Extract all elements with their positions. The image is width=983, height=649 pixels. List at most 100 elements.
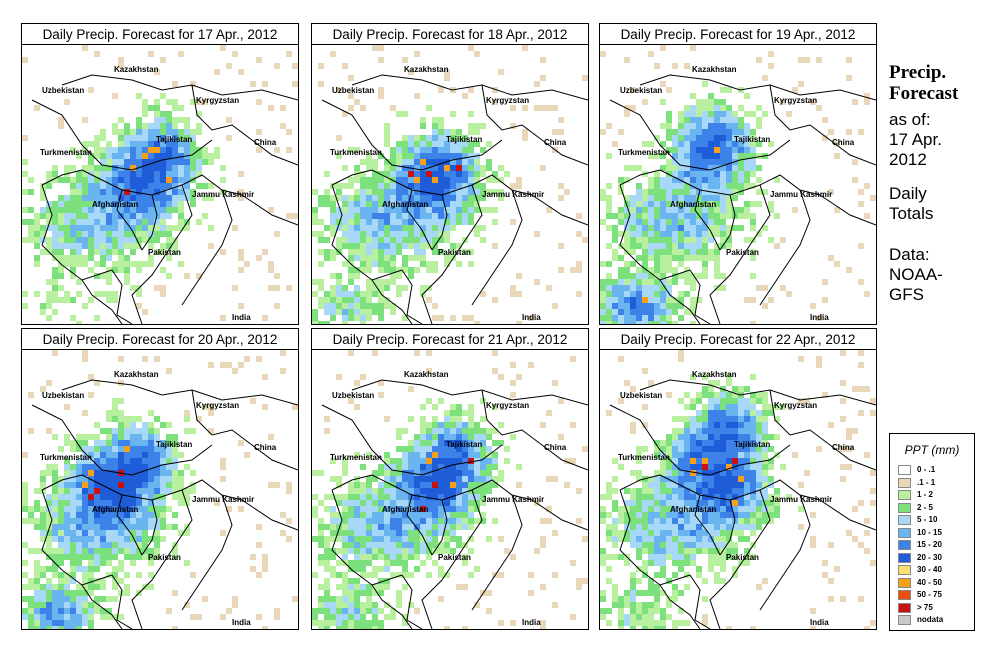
precip-cell [738,153,744,159]
precip-cell [624,231,630,237]
precip-cell [828,129,834,135]
precip-cell [756,141,762,147]
precip-cell [112,482,118,488]
precip-cell [822,572,828,578]
precip-cell [238,267,244,273]
precip-cell [738,452,744,458]
precip-cell [852,386,858,392]
precip-cell [654,291,660,297]
precip-cell [750,153,756,159]
precip-cell [390,548,396,554]
precip-cell [570,560,576,566]
precip-cell [82,500,88,506]
precip-cell [112,231,118,237]
precip-cell [378,548,384,554]
precip-cell [318,303,324,309]
precip-cell [414,350,420,356]
precip-cell [94,422,100,428]
precip-cell [52,512,58,518]
precip-cell [348,524,354,530]
precip-cell [348,255,354,261]
precip-cell [516,177,522,183]
precip-cell [756,392,762,398]
precip-cell [666,536,672,542]
precip-cell [756,177,762,183]
precip-cell [606,153,612,159]
precip-cell [28,626,34,629]
precip-cell [64,494,70,500]
precip-cell [654,524,660,530]
precip-cell [208,410,214,416]
precip-cell [690,255,696,261]
precip-cell [136,123,142,129]
precip-cell [420,512,426,518]
precip-cell [142,458,148,464]
boundary-line [61,379,298,406]
precip-cell [624,297,630,303]
precip-cell [64,464,70,470]
precip-cell [378,261,384,267]
precip-cell [612,524,618,530]
precip-cell [468,249,474,255]
place-label: Jammu Kashmir [770,495,832,504]
precip-cell [354,548,360,554]
precip-cell [756,482,762,488]
precip-cell [438,147,444,153]
precip-cell [498,177,504,183]
precip-cell [154,183,160,189]
precip-cell [720,542,726,548]
precip-cell [414,506,420,512]
precip-cell [58,213,64,219]
precip-cell [654,512,660,518]
precip-cell [342,201,348,207]
precip-cell [720,165,726,171]
precip-cell [324,171,330,177]
precip-cell [378,183,384,189]
precip-cell [76,554,82,560]
precip-cell [648,614,654,620]
precip-cell [100,530,106,536]
precip-cell [720,554,726,560]
precip-cell [696,171,702,177]
precip-cell [148,183,154,189]
precip-cell [624,590,630,596]
precip-cell [342,596,348,602]
precip-cell [600,315,606,321]
precip-cell [654,135,660,141]
precip-cell [774,243,780,249]
precip-cell [432,434,438,440]
precip-cell [220,464,226,470]
precip-cell [64,177,70,183]
precip-cell [330,566,336,572]
precip-cell [660,237,666,243]
precip-cell [390,500,396,506]
precip-cell [82,452,88,458]
precip-cell [76,500,82,506]
precip-cell [744,452,750,458]
precip-cell [762,422,768,428]
precip-cell [636,506,642,512]
precip-cell [462,93,468,99]
precip-cell [88,554,94,560]
precip-cell [34,548,40,554]
precip-cell [798,57,804,63]
precip-cell [354,590,360,596]
precip-cell [318,195,324,201]
precip-cell [88,446,94,452]
legend-item: 15 - 20 [898,539,974,551]
precip-cell [618,207,624,213]
precip-cell [636,189,642,195]
precip-cell [756,416,762,422]
precip-cell [378,488,384,494]
precip-cell [106,440,112,446]
precip-cell [714,554,720,560]
precip-cell [142,554,148,560]
precip-cell [756,500,762,506]
precip-cell [732,422,738,428]
precip-cell [450,213,456,219]
precip-cell [360,183,366,189]
precip-cell [106,183,112,189]
precip-cell [660,494,666,500]
precip-cell [136,135,142,141]
precip-cell [336,189,342,195]
